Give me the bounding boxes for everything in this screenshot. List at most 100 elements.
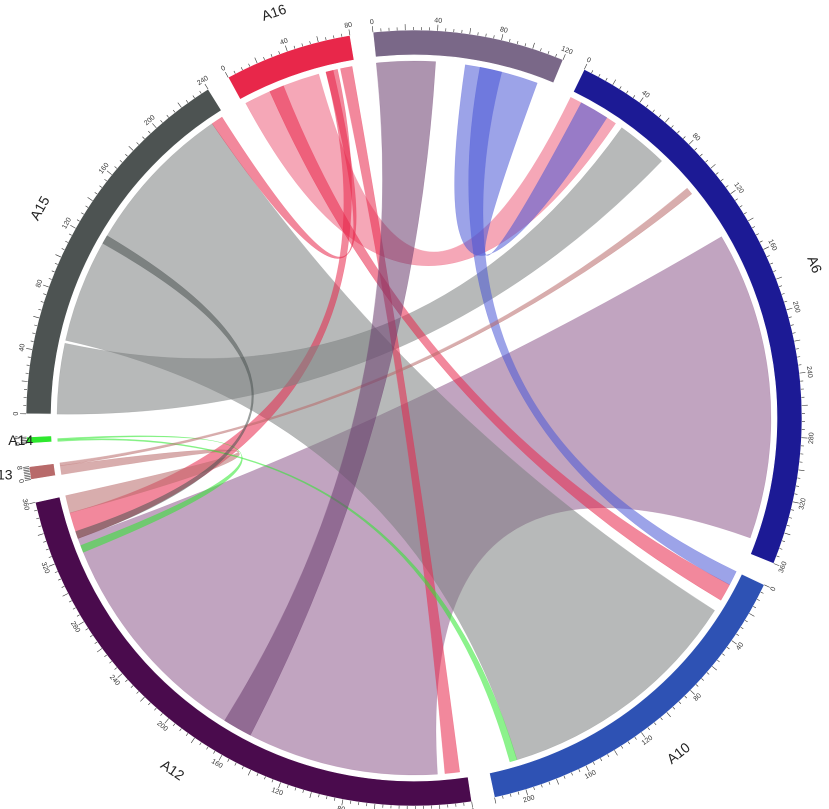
tick-mark-a1 (524, 43, 527, 47)
tick-mark-a6 (781, 293, 785, 295)
sector-arc-a16 (227, 34, 355, 100)
tick-label-a12-240: 240 (108, 674, 121, 687)
tick-mark-a15 (32, 332, 36, 334)
tick-mark-a6 (652, 109, 655, 113)
tick-mark-a13 (24, 479, 31, 481)
tick-mark-a10 (510, 793, 512, 797)
tick-mark-a10 (541, 784, 543, 788)
sector-arc-a15 (25, 88, 222, 415)
tick-mark-a16 (301, 43, 303, 47)
tick-mark-a16 (325, 37, 327, 41)
tick-mark-a10 (756, 598, 760, 601)
tick-mark-a13 (23, 472, 30, 475)
tick-mark-a6 (619, 86, 622, 90)
tick-mark-a6 (798, 469, 805, 472)
tick-mark-a6 (792, 332, 796, 334)
tick-label-a12-120: 120 (270, 787, 283, 798)
tick-mark-a12 (179, 728, 182, 732)
tick-mark-a12 (125, 679, 128, 682)
tick-mark-a16 (293, 45, 296, 49)
tick-mark-a12 (341, 799, 344, 806)
tick-mark-a6 (784, 300, 788, 303)
tick-mark-a12 (302, 789, 304, 793)
tick-mark-a12 (172, 723, 176, 727)
tick-mark-a6 (770, 262, 774, 265)
tick-mark-a13 (24, 474, 31, 476)
tick-mark-a12 (136, 691, 139, 694)
tick-mark-a6 (671, 125, 674, 128)
tick-mark-a13 (24, 477, 31, 480)
tick-mark-a6 (639, 97, 644, 103)
tick-mark-a6 (605, 77, 608, 81)
tick-mark-a10 (494, 797, 497, 804)
sector-label-a15: A15 (26, 193, 52, 223)
tick-mark-a13 (24, 476, 31, 478)
tick-mark-a16 (278, 51, 280, 55)
tick-label-a6-280: 280 (808, 432, 816, 444)
tick-mark-a10 (614, 750, 618, 756)
tick-mark-a15 (48, 278, 52, 280)
tick-label-a12-360: 360 (21, 498, 30, 511)
tick-mark-a6 (710, 164, 716, 169)
tick-label-a12-160: 160 (210, 758, 224, 770)
tick-label-a6-200: 200 (791, 300, 801, 313)
tick-mark-a13 (23, 466, 30, 468)
tick-label-a1-120: 120 (560, 45, 574, 56)
tick-mark-a12 (38, 525, 42, 528)
tick-label-a13-0: 0 (17, 479, 25, 484)
tick-mark-a6 (677, 130, 680, 134)
tick-mark-a12 (72, 607, 76, 610)
tick-mark-a6 (730, 190, 736, 195)
tick-mark-a10 (711, 666, 717, 671)
tick-mark-a12 (58, 578, 62, 581)
sector-label-a10: A10 (664, 739, 694, 767)
tick-mark-a10 (695, 684, 699, 687)
tick-mark-a15 (148, 130, 151, 134)
tick-mark-a10 (749, 613, 755, 617)
tick-mark-a10 (744, 620, 748, 623)
tick-mark-a12 (62, 593, 69, 597)
sector-label-a6: A6 (804, 253, 825, 275)
tick-label-a1-40: 40 (434, 17, 442, 24)
tick-mark-a1 (532, 42, 535, 49)
tick-mark-a15 (33, 316, 40, 319)
tick-mark-a12 (43, 541, 47, 543)
tick-mark-a12 (89, 635, 93, 638)
tick-mark-a10 (764, 584, 770, 588)
tick-mark-a12 (117, 673, 123, 678)
tick-mark-a6 (794, 493, 798, 495)
tick-mark-a1 (547, 50, 550, 54)
tick-mark-a10 (731, 640, 737, 645)
tick-mark-a12 (206, 746, 209, 750)
tick-label-a15-200: 200 (143, 114, 156, 127)
tick-label-a10-160: 160 (584, 769, 598, 781)
tick-mark-a6 (794, 339, 801, 342)
tick-label-a6-360: 360 (778, 561, 789, 575)
chord-link-a15-a6-4 (56, 127, 663, 415)
tick-label-a12-80: 80 (337, 805, 346, 809)
sector-arc-a1 (372, 29, 564, 84)
chord-link-a10-a16-7 (269, 85, 730, 601)
chord-link-a12-a1-14 (224, 60, 436, 736)
tick-mark-a15 (142, 136, 145, 140)
tick-mark-a12 (326, 796, 328, 800)
tick-mark-a16 (348, 29, 351, 36)
tick-mark-a6 (743, 212, 747, 215)
tick-mark-a10 (740, 626, 744, 630)
tick-mark-a10 (563, 775, 566, 779)
tick-mark-a15 (94, 192, 98, 195)
tick-mark-a16 (341, 33, 343, 37)
tick-label-a12-320: 320 (40, 561, 51, 575)
tick-mark-a13 (23, 469, 30, 472)
tick-mark-a15 (152, 123, 157, 129)
tick-mark-a12 (36, 517, 40, 520)
tick-mark-a12 (234, 762, 237, 766)
tick-mark-a15 (21, 380, 28, 382)
tick-mark-a10 (592, 761, 595, 765)
tick-mark-a10 (600, 758, 603, 762)
tick-mark-a10 (717, 659, 720, 663)
tick-label-a15-120: 120 (61, 217, 73, 231)
tick-mark-a6 (779, 548, 783, 550)
tick-mark-a6 (705, 159, 709, 163)
